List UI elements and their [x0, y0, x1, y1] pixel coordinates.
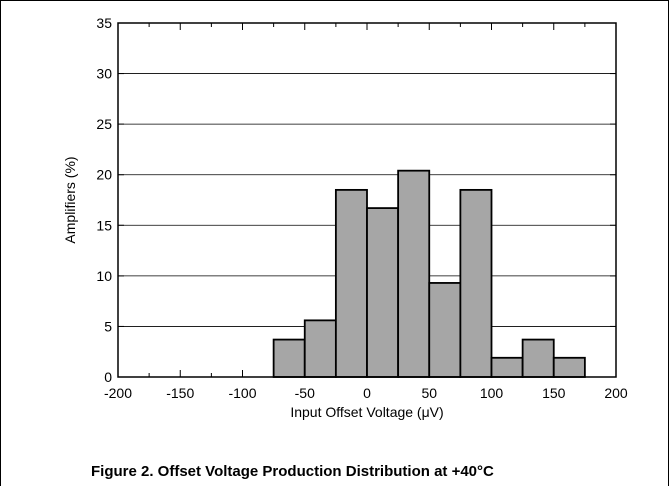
x-axis-title: Input Offset Voltage (μV) — [290, 404, 443, 420]
x-tick-label: 50 — [421, 385, 437, 401]
figure-caption: Figure 2. Offset Voltage Production Dist… — [91, 463, 494, 480]
tick-labels: 0 5 10 15 20 25 30 35 -200 -150 -100 -50 0 50 100 150 20… — [96, 15, 627, 401]
y-tick-label: 30 — [96, 66, 112, 82]
histogram-bar — [366, 207, 400, 378]
histogram-bar — [428, 282, 462, 378]
y-tick-label: 25 — [96, 116, 112, 132]
x-tick-label: 100 — [480, 385, 504, 401]
x-tick-label: 150 — [542, 385, 566, 401]
axis-ticks — [117, 22, 617, 378]
histogram-bars — [272, 169, 586, 378]
histogram-chart: 0 5 10 15 20 25 30 35 -200 -150 -100 -50 0 50 100 150 20… — [62, 15, 628, 420]
x-tick-label: 200 — [604, 385, 628, 401]
histogram-bar — [490, 356, 524, 378]
y-tick-label: 35 — [96, 15, 112, 31]
x-tick-label: -100 — [228, 385, 256, 401]
histogram-bar — [521, 338, 555, 378]
x-tick-label: 0 — [363, 385, 371, 401]
histogram-bar — [552, 356, 586, 378]
histogram-bar — [334, 188, 368, 378]
y-tick-label: 20 — [96, 167, 112, 183]
histogram-bar — [303, 319, 337, 378]
y-tick-label: 5 — [104, 318, 112, 334]
y-axis-title: Amplifiers (%) — [62, 156, 78, 243]
x-tick-label: -50 — [295, 385, 315, 401]
histogram-bar — [397, 169, 431, 378]
y-tick-label: 10 — [96, 268, 112, 284]
histogram-bar — [272, 338, 306, 378]
x-tick-label: -150 — [166, 385, 194, 401]
x-tick-label: -200 — [104, 385, 132, 401]
y-tick-label: 0 — [104, 369, 112, 385]
y-tick-label: 15 — [96, 217, 112, 233]
histogram-bar — [459, 188, 493, 378]
